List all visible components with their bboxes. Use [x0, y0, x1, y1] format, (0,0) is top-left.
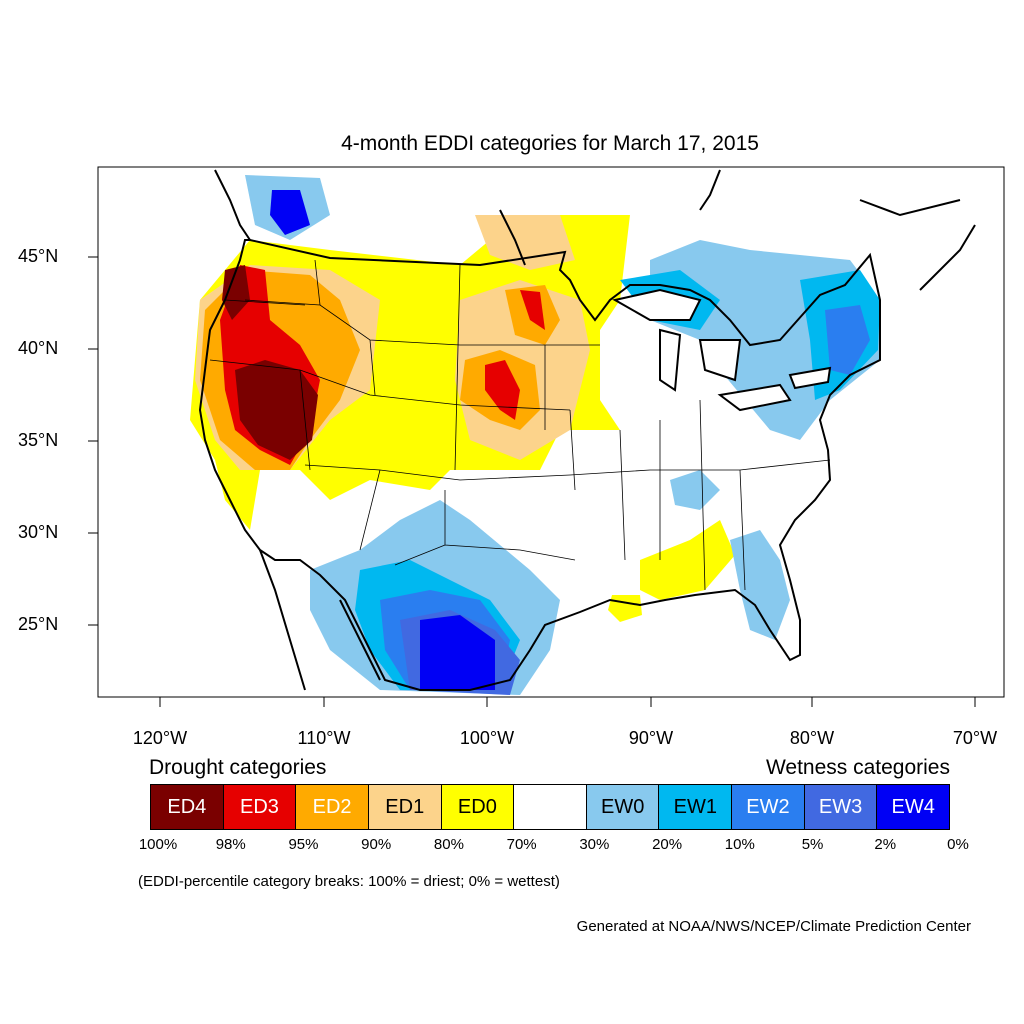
legend-break-label: 20% [652, 836, 683, 853]
region-ew4-texas [420, 615, 495, 690]
legend-box-ew4: EW4 [877, 785, 950, 829]
region-ed3-plains [485, 360, 520, 420]
drought-categories-label: Drought categories [149, 756, 327, 779]
breaks-note: (EDDI-percentile category breaks: 100% =… [138, 873, 560, 890]
region-ed4-great-basin [235, 360, 318, 460]
mexico-coast [259, 549, 381, 691]
legend-box-ew1: EW1 [659, 785, 733, 829]
lat-label-25: 25°N [18, 614, 59, 634]
lon-label-70w: 70°W [952, 728, 998, 748]
legend-break-label: 2% [874, 836, 897, 853]
conus-outline [198, 239, 881, 691]
legend-box-neutral [514, 785, 587, 829]
lat-label-30: 30°N [18, 522, 59, 542]
legend-box-ew2: EW2 [732, 785, 805, 829]
wetness-categories-label: Wetness categories [765, 756, 950, 779]
legend-break-label: 90% [361, 836, 392, 853]
legend-break-label: 80% [433, 836, 464, 853]
tick-marks [88, 256, 976, 707]
lat-label-35: 35°N [18, 430, 59, 450]
canada-coast [214, 169, 976, 291]
legend-break-label: 95% [288, 836, 319, 853]
legend-break-label: 5% [801, 836, 824, 853]
region-ed0-louisiana [608, 595, 642, 622]
legend-box-ed1: ED1 [368, 785, 442, 829]
region-ed1-north [475, 215, 575, 270]
lon-label-80w: 80°W [789, 728, 835, 748]
map-area [190, 169, 976, 695]
region-ew0-tn [670, 470, 720, 510]
legend-box-ed0: ED0 [441, 785, 515, 829]
legend-break-label: 30% [579, 836, 610, 853]
legend-box-ed2: ED2 [296, 785, 369, 829]
legend-box-ew0: EW0 [586, 785, 660, 829]
region-ew2-northeast [825, 305, 870, 375]
credit-line: Generated at NOAA/NWS/NCEP/Climate Predi… [576, 918, 971, 935]
region-ed4-oregon [222, 265, 250, 320]
legend-break-label: 0% [947, 836, 969, 853]
lon-label-120w: 120°W [132, 728, 188, 748]
lon-label-90w: 90°W [628, 728, 674, 748]
legend-break-label: 100% [138, 836, 178, 853]
region-ed0-southeast [640, 520, 735, 600]
state-borders [209, 259, 831, 591]
region-ew4-northwest [270, 190, 310, 235]
lon-label-110w: 110°W [297, 728, 351, 748]
legend-box-ew3: EW3 [804, 785, 878, 829]
legend-box-ed4: ED4 [151, 785, 224, 829]
map-frame [97, 166, 1005, 698]
legend-break-label: 10% [724, 836, 755, 853]
lon-label-100w: 100°W [459, 728, 515, 748]
map-title: 4-month EDDI categories for March 17, 20… [341, 132, 759, 155]
legend-break-label: 98% [215, 836, 246, 853]
legend-colorbar: ED4 ED3 ED2 ED1 ED0 EW0 EW1 EW2 EW3 EW4 [150, 784, 950, 830]
region-ed3-dakota [520, 290, 545, 330]
region-ew0-southeast [730, 530, 790, 640]
lat-label-45: 45°N [18, 246, 59, 266]
legend-break-label: 70% [506, 836, 537, 853]
great-lakes [612, 288, 832, 412]
lat-label-40: 40°N [18, 338, 59, 358]
legend-box-ed3: ED3 [223, 785, 297, 829]
